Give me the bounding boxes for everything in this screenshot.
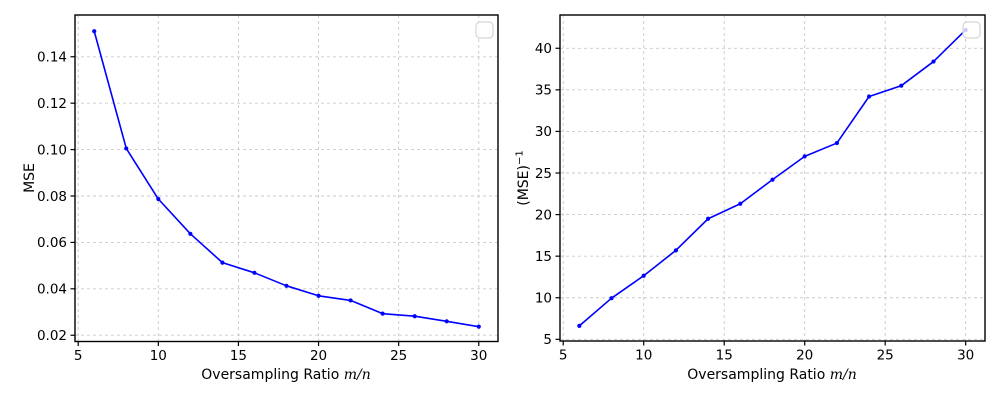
left-plot: 5 10 15 20 25 30 0.02 0.04 0.06 0.08 0.10 0.12 0.14 <box>37 14 499 364</box>
data-point-marker <box>316 293 321 298</box>
right-xaxis-label: Oversampling Ratio m/n <box>687 368 856 382</box>
left-plot-ticks: 5 10 15 20 25 30 0.02 0.04 0.06 0.08 0.10 0.12 0.14 <box>37 50 487 364</box>
x-tick-label: 30 <box>470 348 487 364</box>
x-tick-label: 5 <box>559 348 568 364</box>
right-plot-frame <box>559 14 986 342</box>
data-point-marker <box>931 59 936 64</box>
x-tick-label: 30 <box>957 348 974 364</box>
data-point-marker <box>577 323 582 328</box>
left-plot-markers <box>92 29 481 329</box>
x-tick-label: 15 <box>716 348 733 364</box>
x-tick-label: 20 <box>310 348 327 364</box>
y-tick-label: 0.04 <box>37 282 67 298</box>
left-xaxis-label: Oversampling Ratio m/n <box>201 368 370 382</box>
y-tick-label: 0.06 <box>37 235 67 251</box>
y-tick-label: 15 <box>535 249 552 265</box>
data-point-marker <box>706 216 711 221</box>
data-point-marker <box>284 283 289 288</box>
right-plot: 5 10 15 20 25 30 5 10 15 20 25 30 35 40 <box>535 14 986 364</box>
y-tick-label: 0.08 <box>37 189 67 205</box>
x-tick-label: 10 <box>635 348 652 364</box>
x-tick-label: 15 <box>230 348 247 364</box>
data-point-marker <box>220 260 225 265</box>
left-yaxis-label: MSE <box>22 163 38 193</box>
right-xaxis-label-math: m/n <box>829 367 857 383</box>
right-plot-ticks: 5 10 15 20 25 30 5 10 15 20 25 30 35 40 <box>535 41 974 363</box>
data-point-marker <box>380 311 385 316</box>
data-point-marker <box>156 196 161 202</box>
data-point-marker <box>412 314 417 319</box>
y-tick-label: 0.10 <box>37 142 67 158</box>
data-point-marker <box>673 248 679 253</box>
y-tick-label: 40 <box>535 41 552 57</box>
data-point-marker <box>738 201 743 206</box>
y-tick-label: 5 <box>543 332 552 348</box>
data-point-marker <box>476 324 481 329</box>
left-yaxis-label-text: MSE <box>22 163 38 193</box>
y-tick-label: 30 <box>535 124 552 140</box>
y-tick-label: 25 <box>535 166 552 182</box>
data-point-marker <box>444 319 449 324</box>
data-point-marker <box>641 273 646 278</box>
x-tick-label: 10 <box>150 348 167 364</box>
data-point-marker <box>802 154 807 159</box>
left-xaxis-label-math: m/n <box>343 367 371 383</box>
data-point-marker <box>834 140 839 146</box>
y-tick-label: 0.12 <box>37 96 67 112</box>
x-tick-label: 5 <box>74 348 83 364</box>
data-point-marker <box>92 29 97 34</box>
y-tick-label: 20 <box>535 207 552 223</box>
data-point-marker <box>899 83 904 88</box>
x-tick-label: 25 <box>390 348 407 364</box>
left-plot-grid <box>75 15 498 342</box>
right-plot-markers <box>577 27 968 328</box>
data-point-marker <box>348 298 353 303</box>
y-tick-label: 10 <box>535 291 552 307</box>
data-point-marker <box>188 231 193 236</box>
right-xaxis-label-text: Oversampling Ratio <box>687 367 830 383</box>
left-plot-legend-box <box>475 21 494 39</box>
right-plot-grid <box>560 15 985 341</box>
left-plot-series-line <box>93 30 480 328</box>
data-point-marker <box>770 177 775 182</box>
x-tick-label: 20 <box>796 348 813 364</box>
y-tick-label: 0.14 <box>37 50 67 66</box>
y-tick-label: 35 <box>535 83 552 99</box>
right-yaxis-label-exponent: −1 <box>514 150 526 165</box>
right-plot-legend-box <box>962 21 981 39</box>
y-tick-label: 0.02 <box>37 328 67 344</box>
data-point-marker <box>252 270 257 275</box>
right-yaxis-label: (MSE)−1 <box>514 150 532 206</box>
x-tick-label: 25 <box>877 348 894 364</box>
left-xaxis-label-text: Oversampling Ratio <box>201 367 344 383</box>
data-point-marker <box>866 94 872 99</box>
left-plot-frame <box>74 14 499 343</box>
data-point-marker <box>609 296 614 301</box>
right-yaxis-label-base: (MSE) <box>516 165 532 206</box>
data-point-marker <box>124 146 129 151</box>
